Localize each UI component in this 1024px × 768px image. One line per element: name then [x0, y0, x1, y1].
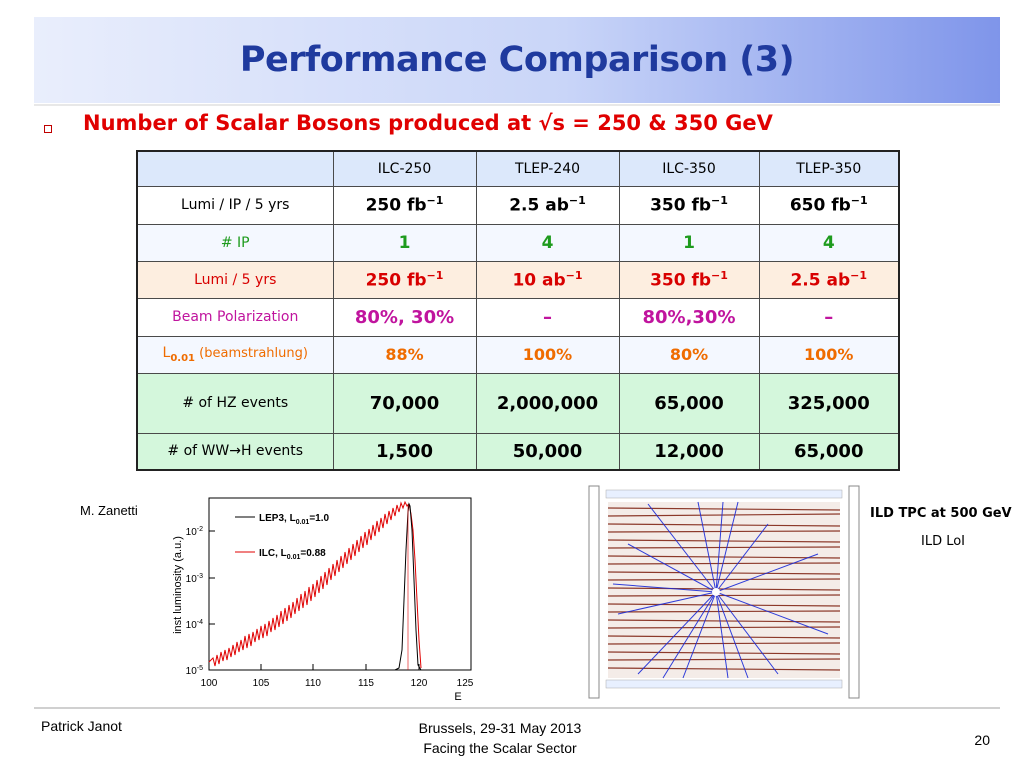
table-cell: – — [758, 297, 900, 337]
row-label: Lumi / 5 yrs — [136, 260, 334, 299]
header-cell: TLEP-350 — [758, 150, 900, 187]
table-row: Lumi / 5 yrs 250 fb−1 10 ab−1 350 fb−1 2… — [136, 260, 900, 299]
legend-lep3: LEP3, L0.01=1.0 — [259, 513, 329, 526]
row-label: Lumi / IP / 5 yrs — [136, 185, 334, 225]
footer-separator — [34, 707, 1000, 709]
table-row: L0.01 (beamstrahlung) 88% 100% 80% 100% — [136, 335, 900, 374]
ild-caption-subtitle: ILD LoI — [921, 534, 966, 549]
header-cell — [136, 150, 334, 187]
table-cell: 50,000 — [475, 432, 620, 471]
table-cell: 1,500 — [332, 432, 477, 471]
row-label: # of WW→H events — [136, 432, 334, 471]
x-tick-label: 120 — [411, 678, 428, 689]
table-cell: 4 — [758, 223, 900, 262]
table-cell: 1 — [332, 223, 477, 262]
table-cell: 12,000 — [618, 432, 760, 471]
table-row: Beam Polarization 80%, 30% – 80%,30% – — [136, 297, 900, 337]
plot-xlabel: E — [454, 691, 461, 703]
row-label: # IP — [136, 223, 334, 262]
table-cell: 4 — [475, 223, 620, 262]
table-cell: 2.5 ab−1 — [475, 185, 620, 225]
table-cell: 250 fb−1 — [332, 185, 477, 225]
table-cell: 80%,30% — [618, 297, 760, 337]
row-label: L0.01 (beamstrahlung) — [136, 335, 334, 374]
table-row: # of HZ events 70,000 2,000,000 65,000 3… — [136, 372, 900, 434]
x-tick-label: 100 — [201, 678, 218, 689]
x-tick-label: 125 — [457, 678, 474, 689]
table-cell: 88% — [332, 335, 477, 374]
table-cell: 70,000 — [332, 372, 477, 434]
table-cell: 350 fb−1 — [618, 185, 760, 225]
title-separator — [34, 104, 1000, 106]
comparison-table: ILC-250 TLEP-240 ILC-350 TLEP-350 Lumi /… — [136, 150, 900, 471]
table-row: Lumi / IP / 5 yrs 250 fb−1 2.5 ab−1 350 … — [136, 185, 900, 225]
header-cell: TLEP-240 — [475, 150, 620, 187]
plot-credit: M. Zanetti — [80, 503, 138, 518]
y-tick-label: 10-4 — [186, 619, 203, 631]
plot-ylabel: inst luminosity (a.u.) — [172, 536, 184, 634]
x-tick-label: 115 — [358, 678, 374, 689]
table-cell: 65,000 — [618, 372, 760, 434]
table-cell: 10 ab−1 — [475, 260, 620, 299]
footer-venue-line2: Facing the Scalar Sector — [423, 740, 577, 756]
x-tick-label: 110 — [305, 678, 321, 689]
ild-tpc-event-display — [588, 484, 860, 702]
legend-ilc: ILC, L0.01=0.88 — [259, 548, 326, 561]
header-cell: ILC-350 — [618, 150, 760, 187]
table-cell: 2,000,000 — [475, 372, 620, 434]
table-cell: 100% — [475, 335, 620, 374]
lep3-spectrum-curve — [394, 502, 422, 671]
table-cell: 80% — [618, 335, 760, 374]
page-number: 20 — [974, 732, 990, 748]
luminosity-spectrum-plot: inst luminosity (a.u.) E 100 105 110 115… — [172, 497, 474, 703]
table-row: # of WW→H events 1,500 50,000 12,000 65,… — [136, 432, 900, 471]
table-cell: – — [475, 297, 620, 337]
table-cell: 325,000 — [758, 372, 900, 434]
table-cell: 1 — [618, 223, 760, 262]
ilc-spectrum-curve — [208, 500, 422, 669]
row-label: # of HZ events — [136, 372, 334, 434]
header-cell: ILC-250 — [332, 150, 477, 187]
table-cell: 2.5 ab−1 — [758, 260, 900, 299]
ild-caption-title: ILD TPC at 500 GeV — [870, 506, 1012, 521]
table-cell: 80%, 30% — [332, 297, 477, 337]
table-cell: 350 fb−1 — [618, 260, 760, 299]
y-tick-label: 10-2 — [186, 526, 203, 538]
table-cell: 100% — [758, 335, 900, 374]
slide-title: Performance Comparison (3) — [239, 40, 795, 80]
y-tick-label: 10-5 — [186, 665, 203, 677]
slide-subtitle: Number of Scalar Bosons produced at √s =… — [83, 111, 773, 135]
table-cell: 650 fb−1 — [758, 185, 900, 225]
footer-author: Patrick Janot — [41, 718, 122, 734]
title-bar: Performance Comparison (3) — [34, 17, 1000, 103]
row-label: Beam Polarization — [136, 297, 334, 337]
bullet-square-icon — [44, 125, 52, 133]
footer-venue-line1: Brussels, 29-31 May 2013 — [418, 720, 582, 736]
footer-venue: Brussels, 29-31 May 2013 Facing the Scal… — [380, 718, 620, 758]
table-cell: 250 fb−1 — [332, 260, 477, 299]
table-header-row: ILC-250 TLEP-240 ILC-350 TLEP-350 — [136, 150, 900, 187]
table-row: # IP 1 4 1 4 — [136, 223, 900, 262]
y-tick-label: 10-3 — [186, 573, 203, 585]
x-tick-label: 105 — [253, 678, 270, 689]
table-cell: 65,000 — [758, 432, 900, 471]
